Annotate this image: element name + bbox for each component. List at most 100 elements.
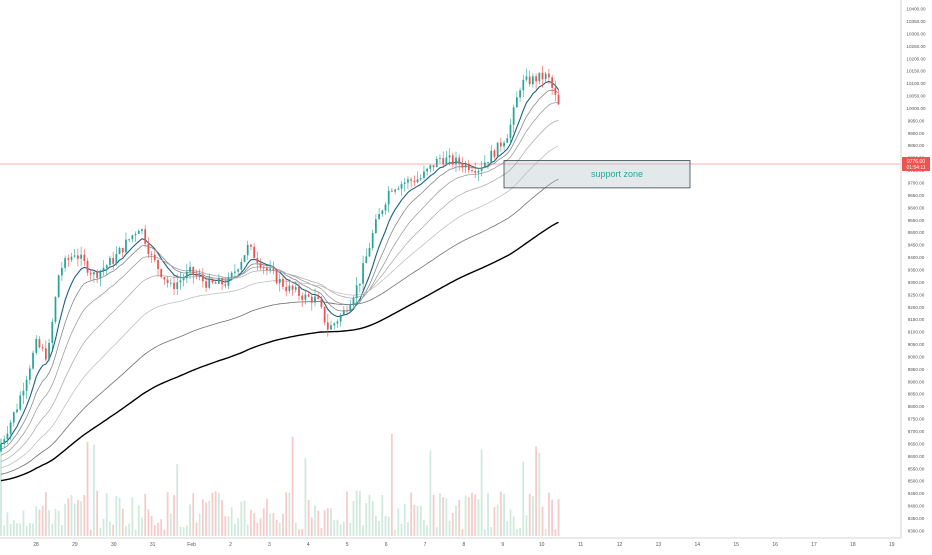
candle-body [307,294,310,297]
candle-body [0,443,2,452]
volume-bar [189,504,191,536]
candle-body [304,294,307,300]
volume-bar [426,525,429,536]
candle-body [423,171,425,178]
volume-bar [12,519,15,536]
volume-bar [176,464,179,536]
candle-body [16,409,18,413]
volume-bar [503,493,505,536]
candle-body [387,190,390,205]
volume-bar [272,513,275,536]
time-axis[interactable]: 28 29 30 31 Feb 2 3 4 5 6 7 8 9 10 11 12 13 14 15 16 17 18 19 [0,537,901,548]
volume-bar [131,497,134,536]
volume-bar [320,528,323,536]
candle-body [169,282,172,284]
candle-body [298,287,300,296]
volume-bar [250,509,252,536]
candle-body [483,162,486,168]
candle-body [121,247,124,253]
candle-body [214,282,217,284]
countdown-label: 01:54:11 [906,165,925,171]
candle-body [548,73,550,78]
price-tick-label: 9700.00 [908,181,925,186]
candle-body [442,158,445,165]
candle-body [96,272,99,278]
candle-body [541,72,544,80]
volume-bar [365,503,368,536]
volume-bar [67,498,70,536]
volume-bar [387,516,390,536]
volume-bar [410,492,413,536]
candle-body [515,97,518,108]
volume-bar [144,493,147,536]
candle-body [134,233,137,236]
candle-body [499,142,502,147]
candle-body [397,188,400,190]
candle-body [12,412,15,423]
price-tick-label: 9050.00 [908,342,925,347]
volume-bar [333,520,336,536]
candle-body [410,179,413,181]
volume-bar [423,519,425,536]
price-tick-label: 10050.00 [906,94,926,99]
volume-bar [451,512,454,536]
volume-bar [448,520,451,536]
candle-body [179,280,182,283]
candle-body [448,155,451,158]
candle-body [189,266,191,272]
volume-bar [381,495,384,536]
candle-body [362,263,364,284]
volume-bar [413,504,416,536]
volume-bar [6,512,9,536]
volume-bar [384,515,387,536]
volume-bar [70,495,73,536]
candle-body [163,277,166,280]
volume-bar [134,529,137,536]
volume-bar [115,496,118,536]
volume-bar [535,446,537,536]
volume-bar [278,523,281,536]
time-tick-label: 19 [889,542,895,548]
time-tick-label: 31 [150,542,156,548]
candle-body [371,233,374,248]
volume-bar [214,491,217,536]
volume-bar [121,508,124,536]
candle-body [6,433,9,440]
volume-bar [22,510,25,536]
price-tick-label: 8800.00 [908,404,925,409]
candle-body [432,165,435,168]
candle-body [77,255,79,259]
volume-bar [224,516,227,536]
price-tick-label: 9500.00 [908,230,925,235]
price-tick-label: 9200.00 [908,305,925,310]
price-tick-label: 10350.00 [906,19,926,24]
volume-bar [211,492,214,536]
volume-bar [60,525,63,536]
support-zone[interactable]: support zone [503,160,691,189]
candle-body [115,254,118,264]
candle-body [150,253,153,255]
support-zone-box[interactable] [503,160,691,189]
volume-bar [342,521,345,536]
price-tick-label: 9650.00 [908,193,925,198]
volume-bar [169,513,172,536]
candle-body [342,310,345,315]
candle-body [73,255,76,257]
candle-body [250,244,252,247]
candle-body [118,247,121,255]
candle-body [35,338,38,353]
volume-bar [310,517,313,536]
volume-bar [48,509,50,536]
candle-body [221,278,223,285]
candle-body [506,138,509,143]
time-tick-label: 10 [539,542,545,548]
volume-bar [496,504,499,536]
candle-body [358,283,361,286]
price-tick-label: 8650.00 [908,441,925,446]
candle-body [445,157,448,165]
price-tick-label: 9950.00 [908,118,925,123]
candle-body [464,163,467,168]
volume-bar [445,498,448,536]
time-tick-label: 15 [733,542,739,548]
